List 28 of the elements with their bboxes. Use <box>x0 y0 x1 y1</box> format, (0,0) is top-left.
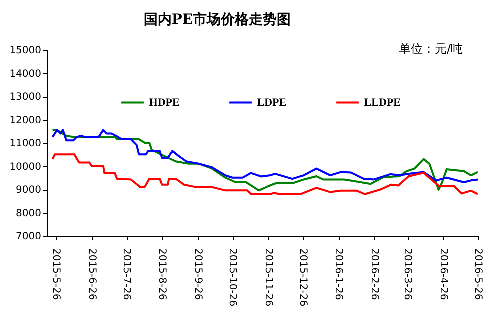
y-tick-label: 14000 <box>10 68 42 80</box>
x-tick-label: 2016-4-26 <box>438 248 449 300</box>
x-tick-label: 2015-5-26 <box>50 248 62 300</box>
y-tick-label: 13000 <box>10 92 42 103</box>
y-tick-label: 7000 <box>16 232 42 242</box>
x-tick-label: 2015-9-26 <box>192 248 204 300</box>
x-tick-label: 2016-3-26 <box>402 248 414 300</box>
x-tick-label: 2015-6-26 <box>86 248 98 300</box>
x-tick-label: 2015-8-26 <box>156 248 168 300</box>
y-tick-label: 11000 <box>10 138 42 150</box>
x-tick-label: 2016-2-26 <box>368 248 380 300</box>
x-tick-label: 2016-5-26 <box>472 248 484 300</box>
legend-label: LLDPE <box>364 96 401 109</box>
x-tick-label: 2015-11-26 <box>262 248 274 307</box>
y-tick-label: 15000 <box>10 46 42 56</box>
y-tick-label: 9000 <box>16 185 42 196</box>
x-tick-label: 2015-12-26 <box>297 248 308 307</box>
chart-title: 国内PE市场价格走势图 <box>144 11 292 28</box>
legend-label: HDPE <box>149 96 180 109</box>
line-series <box>52 154 478 196</box>
x-tick-label: 2016-1-26 <box>333 248 344 300</box>
x-tick-label: 2015-10-26 <box>227 248 238 307</box>
legend-label: LDPE <box>257 96 287 109</box>
y-tick-label: 10000 <box>10 162 42 173</box>
y-tick-label: 8000 <box>16 208 42 220</box>
annotation: 单位：元/吨 <box>399 41 464 58</box>
x-tick-label: 2015-7-26 <box>121 248 132 300</box>
y-tick-label: 12000 <box>10 115 42 126</box>
